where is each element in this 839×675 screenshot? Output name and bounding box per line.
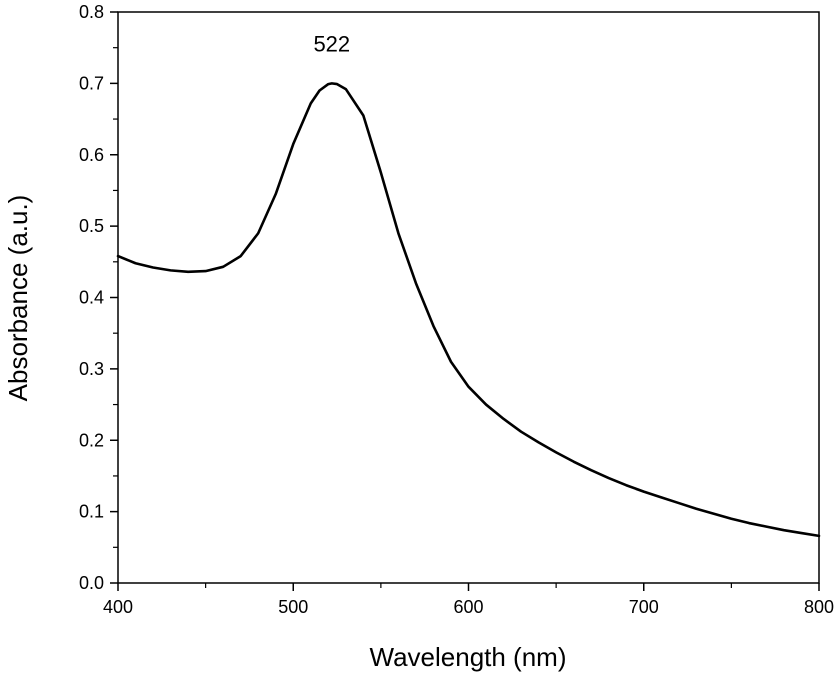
x-axis-title: Wavelength (nm) [370, 642, 567, 672]
y-axis-tick-labels: 0.0 0.1 0.2 0.3 0.4 0.5 0.6 0.7 0.8 [79, 2, 104, 593]
y-tick-label: 0.7 [79, 73, 104, 93]
plot-area [117, 11, 820, 584]
x-tick-label: 700 [629, 597, 659, 617]
plot-frame [117, 11, 820, 584]
x-axis-ticks [117, 583, 820, 591]
y-tick-label: 0.2 [79, 430, 104, 450]
annotation-layer: 522 [313, 31, 350, 56]
x-tick-label: 600 [453, 597, 483, 617]
x-tick-label: 800 [804, 597, 834, 617]
y-tick-label: 0.6 [79, 145, 104, 165]
y-tick-label: 0.4 [79, 288, 104, 308]
x-tick-label: 400 [103, 597, 133, 617]
y-tick-label: 0.8 [79, 2, 104, 22]
y-tick-label: 0.1 [79, 502, 104, 522]
absorbance-line [116, 82, 821, 538]
series-layer [116, 82, 821, 538]
y-tick-label: 0.3 [79, 359, 104, 379]
y-tick-label: 0.0 [79, 573, 104, 593]
y-tick-label: 0.5 [79, 216, 104, 236]
y-axis-ticks [110, 11, 118, 584]
x-tick-label: 500 [278, 597, 308, 617]
x-axis-tick-labels: 400 500 600 700 800 [103, 597, 834, 617]
peak-annotation: 522 [313, 31, 350, 56]
y-axis-title: Absorbance (a.u.) [3, 195, 33, 402]
